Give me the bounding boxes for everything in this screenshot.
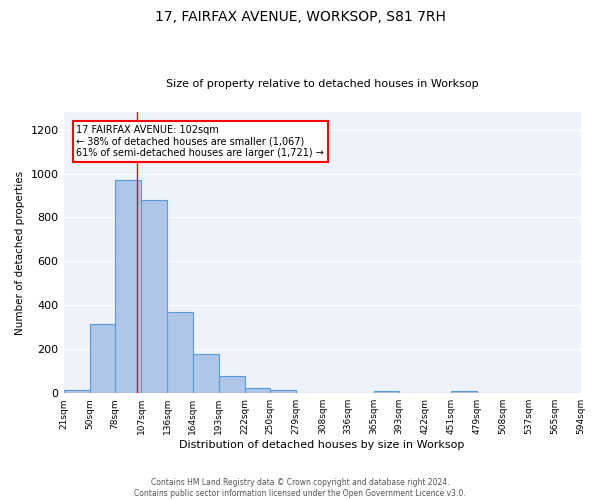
Title: Size of property relative to detached houses in Worksop: Size of property relative to detached ho… bbox=[166, 79, 478, 89]
Bar bbox=[64, 390, 90, 393]
Bar bbox=[90, 324, 115, 393]
Y-axis label: Number of detached properties: Number of detached properties bbox=[15, 170, 25, 334]
Bar bbox=[374, 391, 399, 393]
Bar bbox=[193, 354, 219, 393]
Text: 17, FAIRFAX AVENUE, WORKSOP, S81 7RH: 17, FAIRFAX AVENUE, WORKSOP, S81 7RH bbox=[155, 10, 445, 24]
Bar bbox=[270, 390, 296, 393]
Text: 17 FAIRFAX AVENUE: 102sqm
← 38% of detached houses are smaller (1,067)
61% of se: 17 FAIRFAX AVENUE: 102sqm ← 38% of detac… bbox=[76, 124, 325, 158]
Bar bbox=[115, 180, 141, 393]
Text: Contains HM Land Registry data © Crown copyright and database right 2024.
Contai: Contains HM Land Registry data © Crown c… bbox=[134, 478, 466, 498]
X-axis label: Distribution of detached houses by size in Worksop: Distribution of detached houses by size … bbox=[179, 440, 465, 450]
Bar bbox=[451, 391, 477, 393]
Bar bbox=[141, 200, 167, 393]
Bar bbox=[219, 376, 245, 393]
Bar bbox=[245, 388, 270, 393]
Bar bbox=[167, 312, 193, 393]
